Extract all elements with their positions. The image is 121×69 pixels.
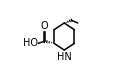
Text: HN: HN <box>57 52 72 62</box>
Text: O: O <box>41 21 48 31</box>
Text: HO: HO <box>23 38 38 48</box>
